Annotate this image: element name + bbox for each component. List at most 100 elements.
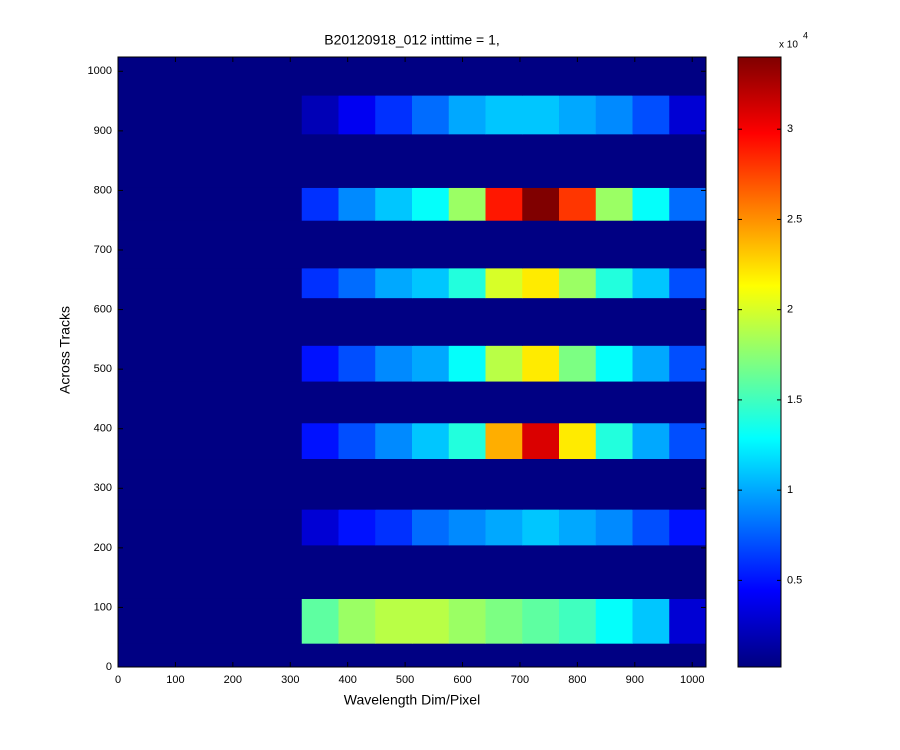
heatmap-cell <box>559 267 597 299</box>
heatmap-cell <box>301 297 339 346</box>
heatmap-cell <box>448 267 486 299</box>
heatmap-cell <box>632 598 670 644</box>
heatmap-cell <box>154 598 192 644</box>
heatmap-cell <box>669 267 707 299</box>
heatmap-cell <box>118 544 156 599</box>
heatmap-cell <box>265 57 303 96</box>
heatmap-cell <box>559 133 597 188</box>
y-tick-label: 600 <box>94 303 112 315</box>
heatmap-cell <box>559 381 597 424</box>
heatmap-cell <box>375 598 413 644</box>
heatmap-cell <box>338 267 376 299</box>
heatmap-cell <box>228 57 266 96</box>
heatmap-cell <box>301 643 339 668</box>
heatmap-cell <box>265 95 303 135</box>
heatmap-cell <box>228 544 266 599</box>
colorbar-tick-label: 1.5 <box>787 394 802 406</box>
heatmap-cell <box>118 381 156 424</box>
y-tick-label: 300 <box>94 482 112 494</box>
heatmap-cell <box>375 57 413 96</box>
heatmap-cell <box>228 381 266 424</box>
heatmap-cell <box>448 187 486 221</box>
heatmap-cell <box>301 422 339 460</box>
heatmap-cell <box>485 297 523 346</box>
colorbar <box>737 56 782 668</box>
heatmap-cell <box>522 458 560 510</box>
heatmap-cell <box>669 422 707 460</box>
heatmap-cell <box>485 544 523 599</box>
heatmap-cell <box>412 345 450 382</box>
y-tick-label: 700 <box>94 244 112 256</box>
heatmap-cell <box>375 95 413 135</box>
heatmap-cell <box>669 345 707 382</box>
heatmap-cell <box>154 187 192 221</box>
heatmap-cell <box>448 381 486 424</box>
heatmap-cell <box>595 220 633 269</box>
heatmap-cell <box>412 297 450 346</box>
heatmap-cell <box>338 345 376 382</box>
heatmap-cell <box>118 220 156 269</box>
heatmap-cell <box>669 133 707 188</box>
heatmap-cell <box>338 297 376 346</box>
heatmap-cell <box>632 509 670 546</box>
heatmap-cell <box>522 95 560 135</box>
heatmap-cell <box>154 381 192 424</box>
colorbar-tick-label: 0.5 <box>787 574 802 586</box>
x-tick-label: 200 <box>224 674 242 686</box>
heatmap-cell <box>301 544 339 599</box>
heatmap-cell <box>228 133 266 188</box>
heatmap-cell <box>632 267 670 299</box>
heatmap-cell <box>228 220 266 269</box>
heatmap-cell <box>448 509 486 546</box>
heatmap-cell <box>301 133 339 188</box>
heatmap-cell <box>118 267 156 299</box>
y-tick-label: 400 <box>94 423 112 435</box>
heatmap-cell <box>154 220 192 269</box>
heatmap-cell <box>412 133 450 188</box>
heatmap-cell <box>595 133 633 188</box>
heatmap-cell <box>191 422 229 460</box>
colorbar-multiplier: x 10 <box>779 40 798 51</box>
x-tick-label: 500 <box>396 674 414 686</box>
heatmap-cell <box>595 598 633 644</box>
heatmap-cell <box>559 297 597 346</box>
heatmap-cell <box>265 422 303 460</box>
heatmap-cell <box>559 220 597 269</box>
heatmap-cell <box>485 509 523 546</box>
heatmap-cell <box>265 509 303 546</box>
heatmap-cell <box>595 95 633 135</box>
x-tick-label: 400 <box>339 674 357 686</box>
heatmap-cell <box>301 95 339 135</box>
heatmap-cell <box>338 643 376 668</box>
heatmap-cell <box>338 57 376 96</box>
heatmap-cell <box>632 381 670 424</box>
heatmap-cell <box>265 381 303 424</box>
heatmap-cell <box>301 458 339 510</box>
heatmap-cell <box>301 345 339 382</box>
x-axis-label: Wavelength Dim/Pixel <box>344 692 480 708</box>
heatmap-cell <box>118 187 156 221</box>
heatmap-cell <box>154 57 192 96</box>
heatmap-cell <box>118 422 156 460</box>
heatmap-cell <box>522 297 560 346</box>
heatmap-cell <box>632 187 670 221</box>
heatmap-cell <box>522 381 560 424</box>
heatmap-cell <box>154 267 192 299</box>
heatmap-cell <box>191 187 229 221</box>
heatmap-cell <box>375 544 413 599</box>
heatmap-cell <box>595 57 633 96</box>
heatmap-cell <box>191 57 229 96</box>
heatmap-cell <box>522 57 560 96</box>
x-tick-label: 800 <box>568 674 586 686</box>
heatmap-cell <box>522 345 560 382</box>
heatmap-cell <box>595 422 633 460</box>
heatmap-cell <box>228 458 266 510</box>
colorbar-tick-label: 1 <box>787 484 793 496</box>
heatmap-cell <box>338 458 376 510</box>
heatmap-cell <box>485 57 523 96</box>
x-tick-label: 1000 <box>680 674 704 686</box>
heatmap-cell <box>669 381 707 424</box>
heatmap-cell <box>118 643 156 668</box>
x-tick-label: 0 <box>115 674 121 686</box>
heatmap-cell <box>191 643 229 668</box>
